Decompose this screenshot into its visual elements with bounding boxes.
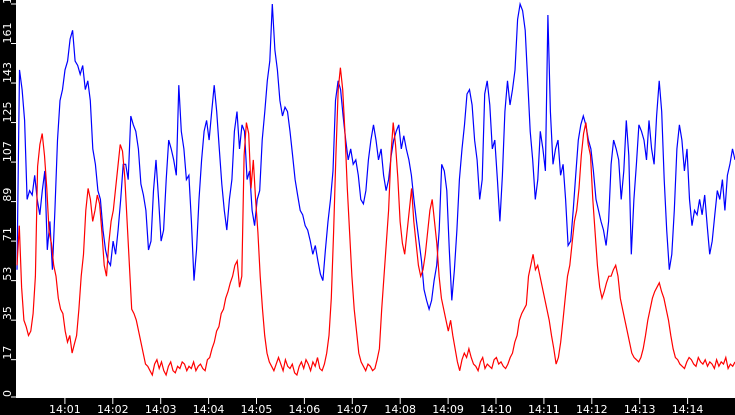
series-layer: [16, 1, 735, 377]
x-tick-label: 14:03: [145, 403, 177, 415]
y-tick-label: 161: [1, 23, 14, 44]
y-tick-label: 179: [1, 0, 14, 4]
y-tick-label: 143: [1, 62, 14, 83]
x-axis: 14:01 14:02 14:03 14:04 14:05 14:06 14:07 14:08…: [49, 398, 703, 415]
y-tick-label: 125: [1, 102, 14, 123]
y-axis: 0 17 35 53 71 89 107 125 143 161 179: [1, 0, 16, 398]
x-tick-label: 14:13: [624, 403, 656, 415]
x-tick-label: 14:14: [672, 403, 704, 415]
y-tick-label: 53: [1, 267, 14, 281]
y-tick-label: 107: [1, 141, 14, 162]
y-tick-label: 71: [1, 227, 14, 241]
x-tick-label: 14:12: [576, 403, 608, 415]
series-line-blue: [16, 1, 735, 312]
x-tick-label: 14:04: [193, 403, 225, 415]
y-tick-label: 35: [1, 306, 14, 320]
plot-area: [16, 0, 735, 398]
x-tick-label: 14:07: [336, 403, 368, 415]
series-line-red: [16, 67, 735, 377]
x-tick-label: 14:06: [289, 403, 321, 415]
x-tick-label: 14:02: [97, 403, 129, 415]
y-tick-label: 17: [1, 346, 14, 360]
x-tick-label: 14:08: [384, 403, 416, 415]
x-tick-label: 14:11: [528, 403, 560, 415]
y-tick-label: 0: [1, 390, 14, 397]
y-tick-label: 89: [1, 188, 14, 202]
x-tick-label: 14:10: [480, 403, 512, 415]
x-tick-label: 14:05: [241, 403, 273, 415]
x-tick-label: 14:01: [49, 403, 81, 415]
x-tick-label: 14:09: [432, 403, 464, 415]
